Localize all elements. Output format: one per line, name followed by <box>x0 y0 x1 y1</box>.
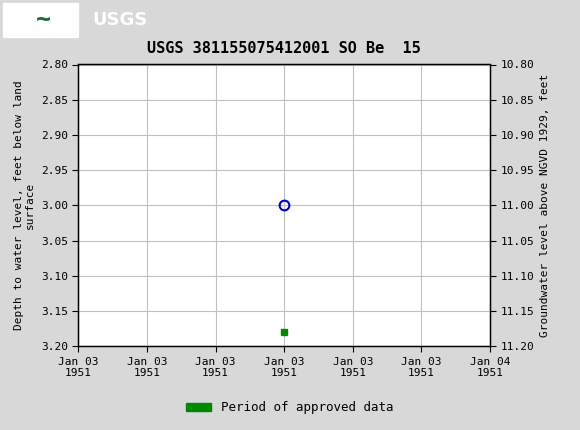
Title: USGS 381155075412001 SO Be  15: USGS 381155075412001 SO Be 15 <box>147 41 421 56</box>
Y-axis label: Depth to water level, feet below land
surface: Depth to water level, feet below land su… <box>14 80 35 330</box>
Y-axis label: Groundwater level above NGVD 1929, feet: Groundwater level above NGVD 1929, feet <box>540 74 550 337</box>
Bar <box>3 3 78 37</box>
Text: ~: ~ <box>36 8 51 32</box>
Legend: Period of approved data: Period of approved data <box>181 396 399 419</box>
Text: USGS: USGS <box>93 11 148 29</box>
